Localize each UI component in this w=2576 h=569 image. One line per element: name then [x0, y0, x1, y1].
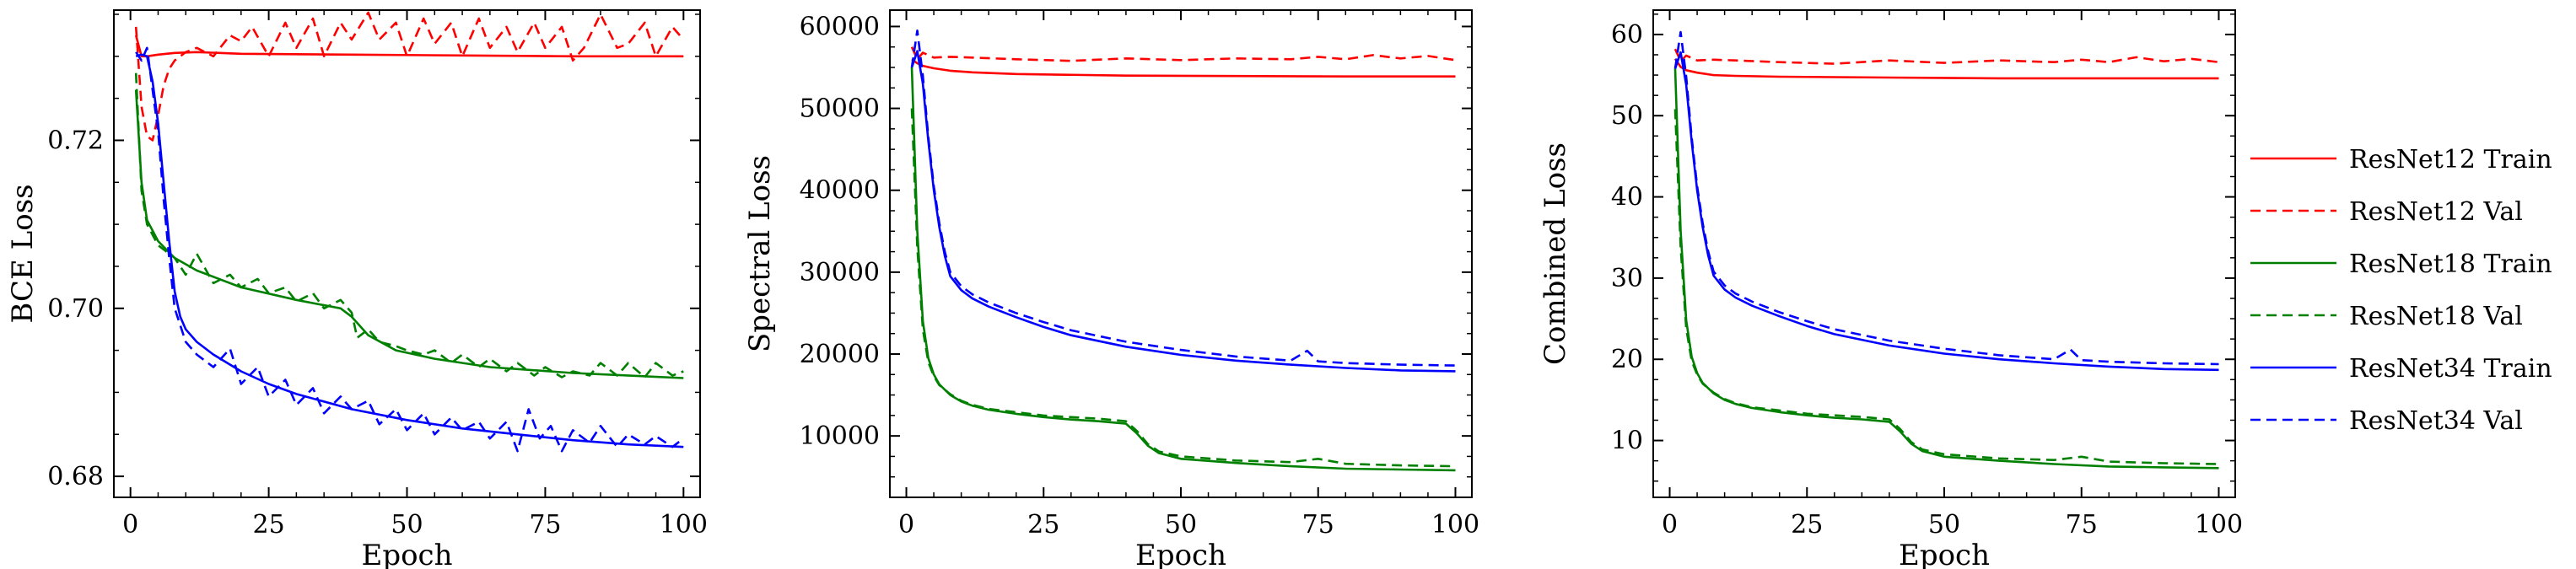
y-axis-label: Combined Loss — [1539, 142, 1572, 365]
series-line-resnet12-train — [134, 35, 684, 58]
legend-label-resnet18-train: ResNet18 Train — [2349, 250, 2552, 279]
x-tick-label: 25 — [252, 510, 284, 539]
legend-label-resnet12-val: ResNet12 Val — [2349, 197, 2523, 227]
y-axis-label: BCE Loss — [6, 184, 40, 323]
x-tick-label: 50 — [1928, 510, 1960, 539]
x-axis-label: Epoch — [362, 539, 453, 569]
x-axis-label: Epoch — [1899, 539, 1990, 569]
x-tick-label: 75 — [1302, 510, 1334, 539]
series-line-resnet34-train — [1673, 51, 2219, 372]
y-tick-label: 0.72 — [47, 126, 104, 155]
y-tick-label: 50 — [1611, 101, 1643, 131]
y-tick-label: 10000 — [800, 421, 880, 451]
series-line-resnet18-val — [1673, 109, 2219, 465]
series-line-resnet34-val — [1673, 30, 2219, 366]
series-line-resnet34-train — [135, 53, 684, 448]
x-tick-label: 50 — [1165, 510, 1197, 539]
plot-frame — [1652, 9, 2236, 498]
x-tick-label: 0 — [898, 510, 914, 539]
series-line-resnet34-val — [135, 46, 685, 453]
y-tick-label: 50000 — [800, 94, 880, 124]
plot-frame — [113, 9, 701, 498]
series-line-resnet18-val — [134, 72, 684, 378]
x-tick-label: 75 — [529, 510, 561, 539]
series-line-resnet34-train — [910, 50, 1456, 373]
series-group — [134, 11, 685, 453]
series-line-resnet12-val — [1673, 48, 2219, 65]
y-tick-label: 0.70 — [47, 294, 104, 324]
x-tick-label: 0 — [122, 510, 138, 539]
y-tick-label: 0.68 — [47, 462, 104, 491]
series-group — [910, 30, 1456, 472]
legend-label-resnet12-train: ResNet12 Train — [2349, 145, 2552, 174]
series-line-resnet12-train — [1673, 58, 2219, 80]
series-line-resnet12-val — [134, 11, 685, 142]
y-axis-label: Spectral Loss — [743, 155, 777, 352]
x-tick-label: 0 — [1662, 510, 1678, 539]
combined-loss-panel: 0 25 50 75 100 10 20 30 40 50 60 Epoch Combined Loss — [1539, 9, 2243, 569]
x-tick-label: 100 — [1431, 510, 1479, 539]
series-line-resnet12-val — [910, 46, 1456, 62]
x-tick-label: 25 — [1791, 510, 1823, 539]
x-tick-label: 75 — [2066, 510, 2098, 539]
y-tick-label: 30 — [1611, 264, 1643, 293]
bce-loss-panel: 0 25 50 75 100 0.68 0.70 0.72 Epoch BCE Loss — [6, 9, 708, 569]
y-tick-label: 60 — [1611, 20, 1643, 50]
x-tick-label: 100 — [660, 510, 708, 539]
x-axis-label: Epoch — [1135, 539, 1226, 569]
legend-label-resnet34-train: ResNet34 Train — [2349, 354, 2552, 384]
series-group — [1673, 30, 2219, 470]
plot-frame — [889, 9, 1473, 498]
spectral-loss-panel: 0 25 50 75 100 10000 20000 30000 40000 50000 60000… — [743, 9, 1479, 569]
series-line-resnet34-val — [910, 30, 1456, 367]
y-tick-label: 40 — [1611, 183, 1643, 212]
series-line-resnet12-train — [911, 58, 1456, 78]
legend-label-resnet18-val: ResNet18 Val — [2349, 302, 2523, 331]
y-tick-label: 40000 — [800, 176, 880, 206]
y-tick-label: 30000 — [800, 258, 880, 287]
y-tick-label: 10 — [1611, 427, 1643, 456]
y-tick-label: 20000 — [800, 340, 880, 369]
x-tick-label: 50 — [391, 510, 423, 539]
x-tick-label: 100 — [2195, 510, 2243, 539]
legend-label-resnet34-val: ResNet34 Val — [2349, 406, 2523, 436]
y-tick-label: 20 — [1611, 345, 1643, 374]
y-tick-label: 60000 — [800, 12, 880, 41]
series-line-resnet18-train — [134, 89, 684, 379]
series-line-resnet18-val — [910, 108, 1456, 468]
legend: ResNet12 Train ResNet12 Val ResNet18 Train… — [2250, 145, 2552, 436]
x-tick-label: 25 — [1027, 510, 1059, 539]
